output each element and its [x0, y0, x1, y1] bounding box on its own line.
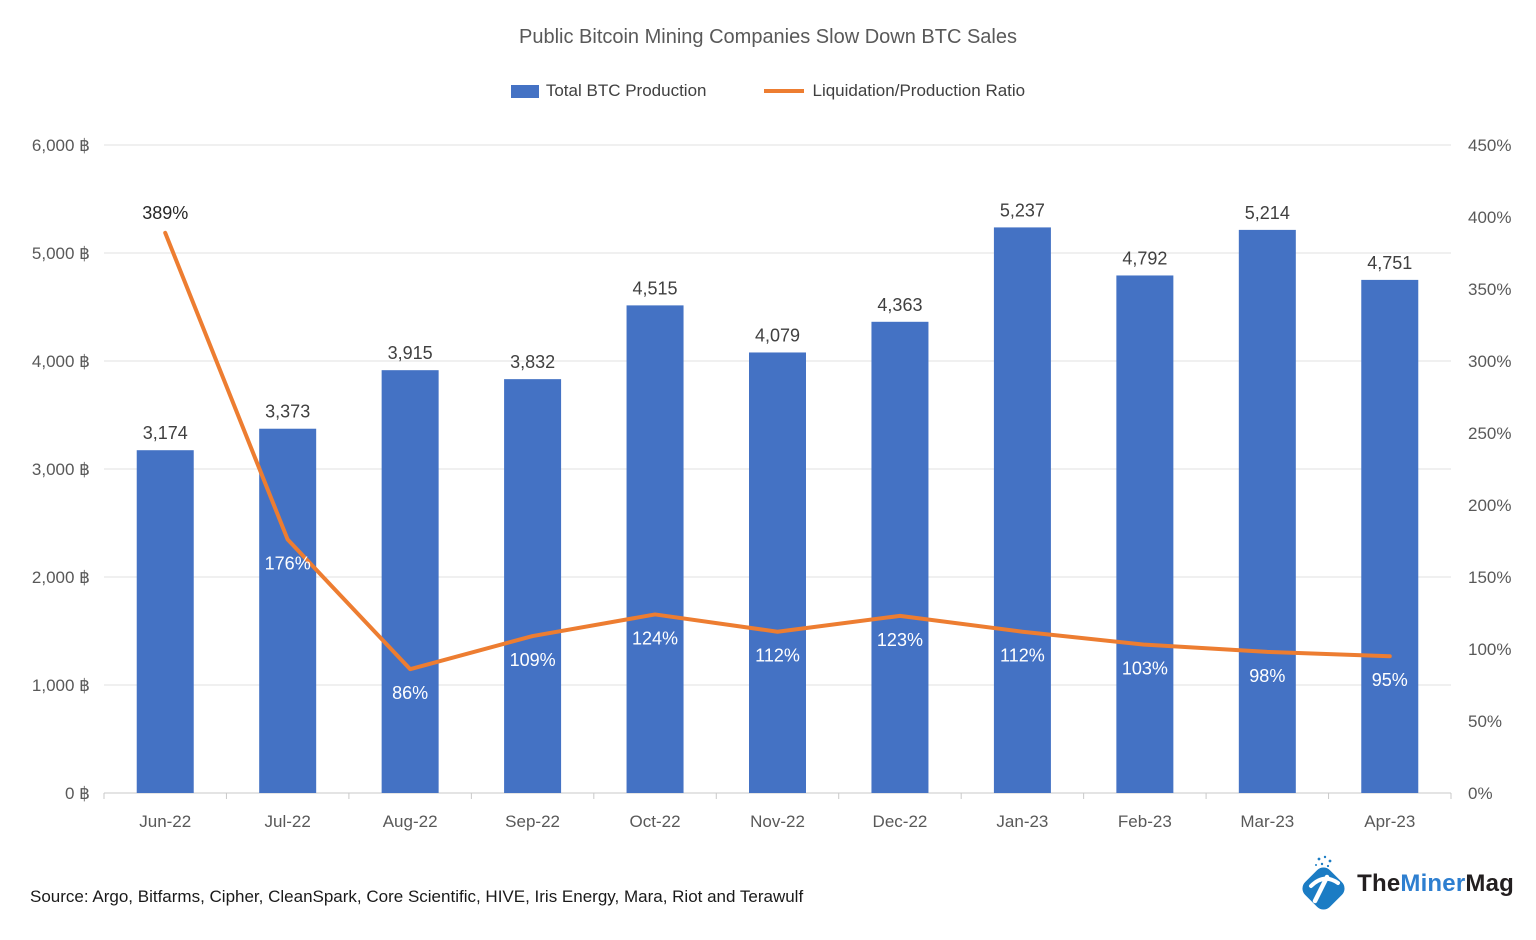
btc-production-bar [136, 450, 194, 793]
source-note: Source: Argo, Bitfarms, Cipher, CleanSpa… [30, 887, 804, 906]
legend: Total BTC Production Liquidation/Product… [0, 81, 1536, 101]
right-axis-tick-label: 200% [1468, 496, 1511, 515]
x-axis-category-label: Aug-22 [383, 812, 438, 831]
right-axis-tick-label: 450% [1468, 136, 1511, 155]
ratio-value-label: 86% [392, 683, 428, 703]
left-axis-tick-label: 5,000 ฿ [32, 244, 90, 263]
btc-production-bar [749, 352, 806, 793]
x-axis-category-label: Jun-22 [139, 812, 191, 831]
legend-item-liquidation-ratio: Liquidation/Production Ratio [764, 81, 1025, 101]
right-axis-tick-label: 300% [1468, 352, 1511, 371]
ratio-value-label: 123% [877, 630, 923, 650]
bar-value-label: 4,751 [1367, 253, 1412, 273]
logo-text: TheMinerMag [1357, 870, 1514, 898]
line-series-swatch [764, 89, 805, 93]
legend-label-liquidation-ratio: Liquidation/Production Ratio [812, 81, 1026, 100]
bar-value-label: 4,792 [1122, 248, 1167, 268]
bar-value-label: 4,079 [755, 325, 800, 345]
logo-text-miner: Miner [1400, 870, 1466, 897]
btc-production-bar [1361, 279, 1419, 794]
left-axis-tick-label: 4,000 ฿ [32, 352, 90, 371]
btc-production-bar [1238, 229, 1296, 793]
right-axis-tick-label: 150% [1468, 568, 1511, 587]
bar-value-label: 3,832 [510, 352, 555, 372]
bar-value-label: 5,214 [1245, 203, 1290, 223]
bar-value-label: 5,237 [1000, 200, 1045, 220]
ratio-value-label: 109% [510, 650, 556, 670]
btc-production-bar [504, 379, 562, 793]
pickaxe-logo-icon [1302, 855, 1345, 910]
logo-text-the: The [1357, 870, 1401, 897]
right-axis-tick-label: 50% [1468, 712, 1502, 731]
btc-production-bar [1116, 275, 1174, 793]
x-axis-category-label: Mar-23 [1240, 812, 1294, 831]
btc-production-bar [381, 370, 439, 793]
chart-title: Public Bitcoin Mining Companies Slow Dow… [519, 26, 1017, 48]
x-axis-category-label: Jul-22 [265, 812, 311, 831]
bar-value-label: 4,515 [633, 278, 678, 298]
left-axis-tick-label: 2,000 ฿ [32, 568, 90, 587]
btc-production-bar [993, 227, 1051, 794]
ratio-value-label: 176% [265, 554, 311, 574]
liquidation-ratio-line [163, 230, 1392, 672]
x-axis-category-label: Jan-23 [996, 812, 1048, 831]
left-axis-tick-label: 3,000 ฿ [32, 460, 90, 479]
x-axis-category-label: Sep-22 [505, 812, 560, 831]
theminermag-logo: TheMinerMag [1297, 853, 1514, 915]
bar-value-label: 3,373 [265, 402, 310, 422]
left-axis-tick-label: 6,000 ฿ [32, 136, 90, 155]
x-axis-category-label: Nov-22 [750, 812, 805, 831]
btc-production-bar [259, 428, 317, 793]
ratio-value-label: 103% [1122, 659, 1168, 679]
x-axis-category-label: Apr-23 [1364, 812, 1415, 831]
bar-value-label: 3,174 [143, 423, 188, 443]
logo-text-mag: Mag [1465, 870, 1514, 897]
bar-value-label: 4,363 [877, 295, 922, 315]
x-axis-category-label: Feb-23 [1118, 812, 1172, 831]
right-axis-tick-label: 250% [1468, 424, 1511, 443]
legend-item-btc-production: Total BTC Production [510, 81, 707, 101]
left-axis-tick-label: 0 ฿ [65, 784, 90, 803]
ratio-value-label: 389% [142, 203, 188, 223]
btc-production-bar [871, 321, 929, 793]
legend-label-btc-production: Total BTC Production [545, 81, 707, 100]
right-axis-tick-label: 100% [1468, 640, 1511, 659]
right-axis-tick-label: 400% [1468, 208, 1511, 227]
sparkles-icon [1315, 855, 1332, 868]
pickaxe-glyph [1309, 874, 1341, 904]
ratio-value-label: 124% [632, 628, 678, 648]
btc-production-bar [626, 305, 684, 793]
ratio-value-label: 112% [1000, 646, 1045, 666]
x-axis-category-label: Oct-22 [630, 812, 681, 831]
bar-series-swatch [510, 84, 539, 98]
ratio-value-label: 98% [1249, 666, 1285, 686]
right-axis-tick-label: 350% [1468, 280, 1511, 299]
left-axis-tick-label: 1,000 ฿ [32, 676, 90, 695]
ratio-value-label: 95% [1372, 670, 1408, 690]
bar-value-label: 3,915 [388, 343, 433, 363]
right-axis-tick-label: 0% [1468, 784, 1493, 803]
ratio-value-label: 112% [755, 646, 800, 666]
x-axis-category-label: Dec-22 [873, 812, 928, 831]
